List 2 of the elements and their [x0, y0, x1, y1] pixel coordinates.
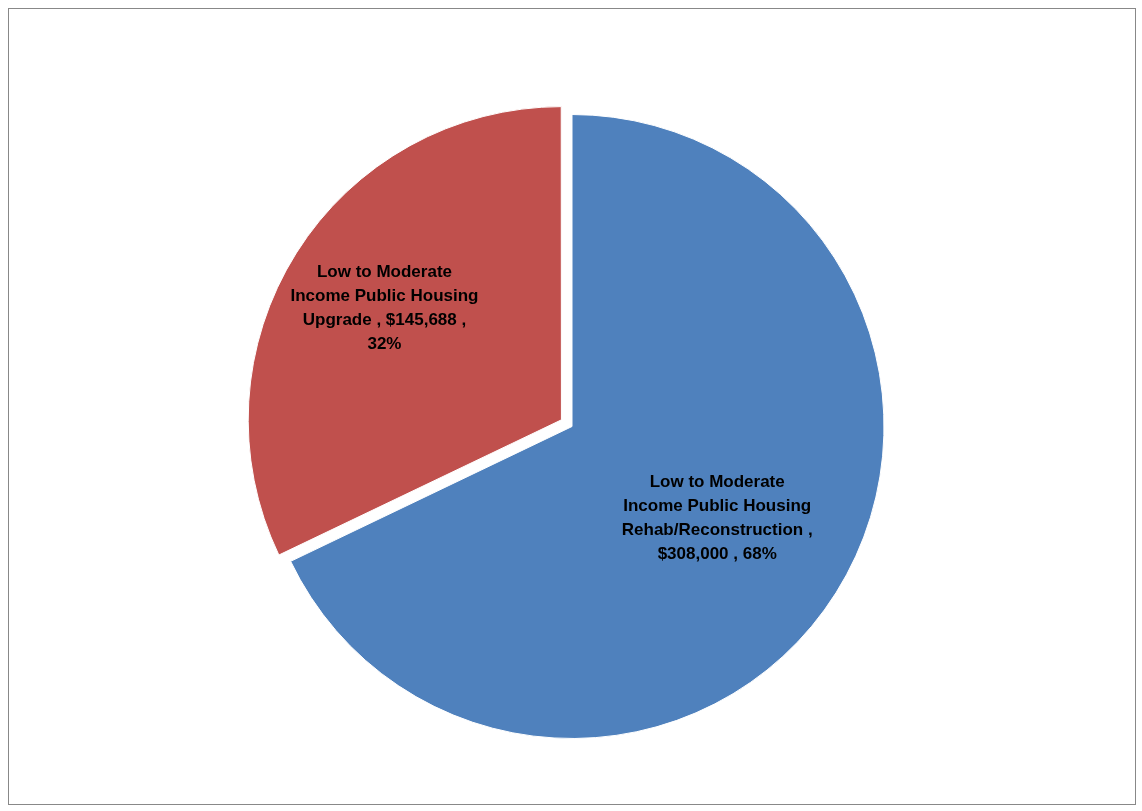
slice-label: Low to Moderate Income Public Housing Upgrade , $145,688 , 32%: [290, 262, 479, 354]
slice-label: Low to Moderate Income Public Housing Rehab/Reconstruction , $308,000 , 68%: [621, 471, 813, 563]
